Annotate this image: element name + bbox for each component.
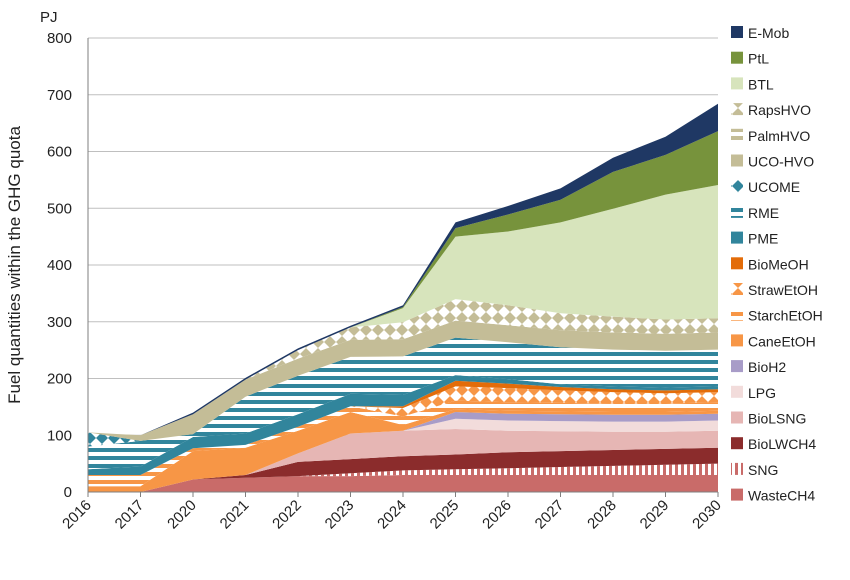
area-btl — [88, 185, 718, 436]
area-uco-hvo — [88, 320, 718, 441]
legend-label-rapshvo: RapsHVO — [748, 102, 811, 118]
area-biolwch4 — [88, 447, 718, 492]
legend-swatch-caneetoh — [731, 334, 743, 347]
x-tick-label-2017: 2017 — [112, 497, 148, 533]
legend-label-pme: PME — [748, 231, 778, 247]
y-tick-label-500: 500 — [47, 200, 72, 217]
legend-label-rme: RME — [748, 205, 779, 221]
legend-label-ptl: PtL — [748, 51, 769, 67]
legend: E-Mob PtL BTL RapsHVO PalmHVO UCO-HVO UCOME RME… — [731, 25, 823, 504]
x-tick-label-2023: 2023 — [322, 497, 358, 533]
y-tick-label-700: 700 — [47, 87, 72, 104]
area-bioh2 — [88, 412, 718, 492]
x-tick-label-2025: 2025 — [427, 497, 463, 533]
legend-swatch-ucome — [731, 180, 743, 193]
y-axis-title: Fuel quantities within the GHG quota — [5, 126, 24, 404]
area-series-group — [88, 103, 718, 492]
area-rapshvo — [88, 299, 718, 436]
legend-label-wastech4: WasteCH4 — [748, 488, 815, 504]
legend-swatch-palmhvo — [731, 128, 743, 141]
legend-swatch-bioh2 — [731, 360, 743, 373]
legend-label-biolsng: BioLSNG — [748, 411, 806, 427]
legend-label-biomeoh: BioMeOH — [748, 256, 809, 272]
area-biomeoh — [88, 380, 718, 475]
area-starchetoh — [88, 400, 718, 487]
x-tick-label-2024: 2024 — [374, 497, 410, 533]
x-tick-label-2030: 2030 — [689, 497, 725, 533]
legend-swatch-strawetoh — [731, 283, 743, 295]
x-tick-label-2021: 2021 — [217, 497, 253, 533]
legend-label-bioh2: BioH2 — [748, 359, 786, 375]
area-rme — [88, 337, 718, 470]
y-tick-label-400: 400 — [47, 257, 72, 274]
legend-swatch-wastech4 — [731, 488, 743, 501]
y-tick-label-800: 800 — [47, 30, 72, 47]
area-wastech4 — [88, 475, 718, 492]
area-caneetoh — [88, 409, 718, 492]
y-unit-label: PJ — [40, 9, 58, 26]
legend-swatch-uco-hvo — [731, 154, 743, 167]
area-sng — [88, 463, 718, 492]
legend-swatch-starchetoh — [731, 308, 743, 321]
area-pme — [88, 375, 718, 475]
legend-swatch-sng — [731, 462, 743, 475]
y-tick-label-200: 200 — [47, 371, 72, 388]
y-tick-label-300: 300 — [47, 314, 72, 331]
legend-label-lpg: LPG — [748, 385, 776, 401]
x-tick-label-2027: 2027 — [532, 497, 568, 533]
x-tick-label-2020: 2020 — [164, 497, 200, 533]
x-tick-label-2026: 2026 — [479, 497, 515, 533]
legend-swatch-biolwch4 — [731, 437, 743, 450]
legend-label-palmhvo: PalmHVO — [748, 128, 810, 144]
legend-label-sng: SNG — [748, 462, 778, 478]
legend-label-starchetoh: StarchEtOH — [748, 308, 823, 324]
legend-swatch-lpg — [731, 385, 743, 398]
x-tick-label-2022: 2022 — [269, 497, 305, 533]
legend-swatch-rapshvo — [731, 103, 743, 116]
y-tick-label-100: 100 — [47, 427, 72, 444]
legend-swatch-biomeoh — [731, 257, 743, 270]
legend-label-btl: BTL — [748, 76, 774, 92]
x-tick-label-2028: 2028 — [584, 497, 620, 533]
y-tick-label-0: 0 — [64, 484, 72, 501]
area-ptl — [88, 131, 718, 436]
legend-swatch-e-mob — [731, 26, 743, 38]
area-biolsng — [88, 429, 718, 492]
legend-label-biolwch4: BioLWCH4 — [748, 436, 816, 452]
legend-swatch-pme — [731, 231, 743, 244]
x-tick-label-2016: 2016 — [59, 497, 95, 533]
legend-swatch-btl — [731, 77, 743, 90]
legend-swatch-biolsng — [731, 411, 743, 424]
legend-label-ucome: UCOME — [748, 179, 800, 195]
area-strawetoh — [88, 386, 718, 475]
x-tick-label-2029: 2029 — [637, 497, 673, 533]
legend-label-uco-hvo: UCO-HVO — [748, 154, 814, 170]
y-tick-label-600: 600 — [47, 144, 72, 161]
legend-label-strawetoh: StrawEtOH — [748, 282, 818, 298]
area-lpg — [88, 418, 718, 492]
legend-swatch-rme — [731, 205, 743, 218]
legend-swatch-ptl — [731, 51, 743, 64]
legend-label-e-mob: E-Mob — [748, 25, 789, 41]
legend-label-caneetoh: CaneEtOH — [748, 333, 816, 349]
